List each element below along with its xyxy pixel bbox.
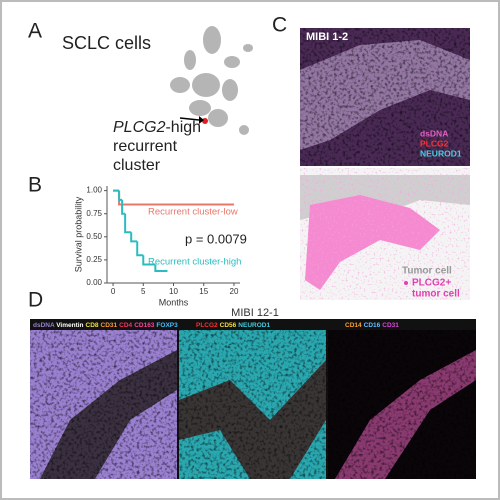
texture — [300, 168, 470, 300]
y-tick-label: 0.75 — [86, 209, 102, 218]
annotation: p = 0.0079 — [185, 231, 247, 246]
channel-label: Vimentin — [56, 322, 83, 329]
survival-step — [136, 241, 144, 257]
channel-label: PLCG2 — [420, 138, 449, 148]
umap — [170, 26, 253, 135]
panel-title: SCLC cells — [62, 33, 151, 53]
series-label: Recurrent cluster-low — [148, 207, 238, 218]
legend-entry: Tumor cell — [402, 266, 452, 277]
channel-label: NEUROD1 — [238, 322, 270, 329]
survival-step — [118, 190, 123, 201]
channel-label: CD8 — [86, 322, 99, 329]
panel-label: C — [272, 14, 287, 37]
channel-label: FOXP3 — [156, 322, 178, 329]
channel-label: CD14 — [345, 322, 362, 329]
texture — [30, 330, 476, 479]
arrow-head — [199, 116, 204, 124]
series-label: Recurrent cluster-high — [148, 257, 241, 268]
survival-step — [124, 213, 132, 234]
arrow — [179, 117, 200, 121]
channel-label: CD16 — [364, 322, 381, 329]
channel-label: NEUROD1 — [420, 148, 462, 158]
channel-label: PLCG2 — [196, 322, 218, 329]
legend-marker — [404, 281, 408, 285]
image-title: MIBI 1-2 — [306, 31, 348, 43]
channel-label: dsDNA — [33, 322, 55, 329]
y-tick-label: 0.50 — [86, 232, 102, 241]
y-axis-label: Survival probability — [73, 196, 83, 272]
survival-step — [121, 199, 126, 215]
channel-labels: PLCG2 CD56 NEUROD1 — [196, 322, 270, 329]
x-tick-label: 0 — [111, 287, 116, 296]
panel-label: A — [28, 20, 42, 43]
panel-label: B — [28, 174, 42, 197]
annotation: recurrent — [113, 138, 178, 155]
survival-step — [130, 232, 138, 243]
y-tick-label: 1.00 — [86, 186, 102, 195]
x-axis-label: Months — [159, 297, 189, 307]
panel-label: D — [28, 289, 43, 312]
x-tick-label: 20 — [230, 287, 239, 296]
legend-entry: PLCG2+ — [412, 278, 451, 289]
legend-entry: tumor cell — [412, 289, 460, 300]
annotation: PLCG2-high — [113, 119, 201, 136]
channel-label: CD163 — [134, 322, 155, 329]
channel-label: CD56 — [220, 322, 237, 329]
recurrent-cluster — [202, 118, 208, 124]
survival-step — [154, 264, 168, 272]
y-tick-label: 0.25 — [86, 255, 102, 264]
image-title: MIBI 12-1 — [231, 307, 279, 319]
x-tick-label: 15 — [199, 287, 208, 296]
survival-step — [142, 255, 156, 266]
x-tick-label: 10 — [169, 287, 178, 296]
channel-labels: CD14 CD16 CD31 — [345, 322, 399, 329]
annotation: cluster — [113, 157, 161, 174]
x-tick-label: 5 — [141, 287, 146, 296]
y-tick-label: 0.00 — [86, 278, 102, 287]
channel-labels: dsDNA Vimentin CD8 CD31 CD4 CD163 FOXP3 — [33, 322, 178, 329]
survival-chart: 0.00 0.25 0.50 0.75 1.00 0 5 10 15 20 Months Surviv… — [73, 186, 246, 308]
channel-label: CD4 — [119, 322, 132, 329]
channel-label: CD31 — [382, 322, 399, 329]
texture — [300, 28, 470, 166]
channel-label: dsDNA — [420, 128, 448, 138]
channel-label: CD31 — [101, 322, 118, 329]
